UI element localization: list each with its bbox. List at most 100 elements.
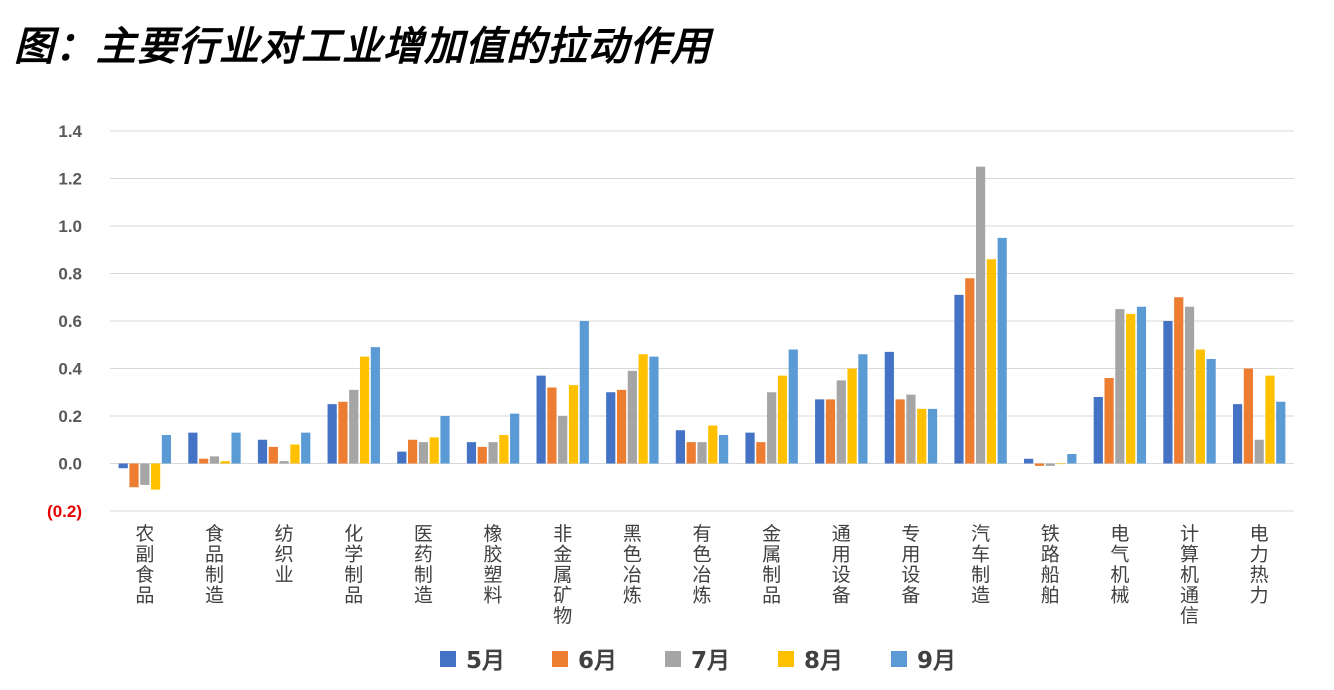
bar: [745, 432, 755, 464]
legend-label: 9月: [917, 648, 956, 674]
bar: [466, 442, 477, 464]
bar: [488, 442, 498, 464]
y-tick-label: (0.2): [47, 502, 82, 521]
bar: [338, 401, 348, 464]
legend-label: 5月: [466, 648, 505, 674]
bar: [847, 368, 857, 464]
legend-label: 8月: [804, 648, 843, 674]
legend-swatch: [552, 651, 568, 667]
bar: [301, 432, 311, 464]
x-category-label: 电力热力: [1250, 523, 1269, 607]
bar: [440, 416, 450, 464]
bar: [536, 375, 546, 464]
y-axis-tick-labels: (0.2) 0.0 0.2 0.4 0.6 0.8 1.0 1.2 1.4: [47, 122, 83, 521]
bar: [290, 444, 300, 464]
bar: [767, 392, 777, 464]
bar: [188, 432, 198, 464]
bar: [1136, 306, 1147, 464]
bar: [268, 446, 278, 464]
bar: [606, 392, 616, 464]
legend-label: 7月: [691, 648, 730, 674]
bar: [579, 321, 589, 464]
x-category-label: 医药制造: [414, 523, 433, 607]
y-tick-label: 1.0: [58, 217, 82, 236]
bar: [220, 461, 230, 464]
x-category-label: 汽车制造: [971, 523, 990, 607]
bar: [1174, 297, 1184, 464]
bar: [558, 416, 568, 464]
bar: [815, 399, 825, 464]
x-category-label: 化学制品: [344, 523, 363, 607]
bar: [349, 389, 359, 464]
y-tick-label: 0.6: [58, 312, 82, 331]
bar: [397, 451, 407, 464]
x-category-label: 铁路船舶: [1041, 523, 1060, 607]
bar: [161, 435, 172, 464]
bar: [1276, 401, 1286, 464]
bar: [756, 442, 766, 464]
bar: [1093, 397, 1103, 464]
x-category-label: 农副食品: [135, 523, 154, 607]
bar: [675, 430, 685, 464]
x-category-label: 食品制造: [205, 523, 224, 607]
bar: [118, 463, 128, 469]
bar: [1067, 454, 1077, 464]
x-category-label: 计算机通信: [1180, 523, 1199, 627]
bar: [1206, 359, 1216, 464]
bar: [719, 435, 729, 464]
bar: [1034, 463, 1045, 466]
bar: [429, 437, 439, 464]
y-tick-label: 0.8: [58, 265, 82, 284]
legend-swatch: [891, 651, 907, 667]
bar: [1232, 404, 1243, 464]
bar: [836, 380, 846, 464]
bar: [510, 413, 520, 464]
bar: [499, 435, 509, 464]
bar: [686, 442, 696, 464]
bar: [1045, 463, 1055, 466]
bar: [209, 456, 220, 464]
bar: [708, 425, 718, 464]
bar: [638, 354, 648, 464]
y-tick-label: 0.2: [58, 407, 82, 426]
bar: [1195, 349, 1205, 464]
x-axis-category-labels: 农副食品 食品制造 纺织业 化学制品 医药制造 橡胶塑料 非金属矿物 黑色冶炼 有色冶炼 金属制品…: [135, 523, 1268, 627]
bar: [199, 458, 209, 464]
bar: [359, 356, 370, 464]
bar: [627, 370, 637, 464]
bar: [616, 389, 627, 464]
bar: [477, 446, 487, 464]
bar: [927, 408, 938, 464]
bar: [954, 294, 964, 464]
bar: [418, 442, 429, 464]
chart-title: 图：主要行业对工业增加值的拉动作用: [14, 24, 711, 70]
bar: [858, 354, 868, 464]
bar: [649, 356, 659, 464]
x-category-label: 有色冶炼: [692, 523, 711, 607]
legend-label: 6月: [578, 648, 617, 674]
bar: [917, 408, 927, 464]
bar: [151, 463, 161, 490]
x-category-label: 电气机械: [1110, 523, 1129, 607]
y-tick-label: 0.0: [58, 455, 82, 474]
bar: [1163, 321, 1173, 464]
bar: [884, 351, 894, 464]
bar: [231, 432, 241, 464]
y-tick-label: 1.4: [58, 122, 82, 141]
bar: [1126, 313, 1136, 464]
x-category-label: 非金属矿物: [553, 523, 572, 627]
bar: [997, 237, 1007, 464]
bars: [118, 166, 1286, 490]
legend: 5月 6月 7月 8月 9月: [440, 648, 956, 674]
bar: [1184, 306, 1195, 464]
x-category-label: 纺织业: [275, 523, 294, 586]
y-tick-label: 0.4: [58, 360, 82, 379]
bar: [1104, 378, 1114, 464]
bar: [788, 349, 798, 464]
x-category-label: 橡胶塑料: [484, 523, 503, 607]
bar: [140, 463, 150, 485]
bar: [1056, 463, 1066, 465]
bar: [1243, 368, 1253, 464]
bar: [825, 399, 836, 464]
